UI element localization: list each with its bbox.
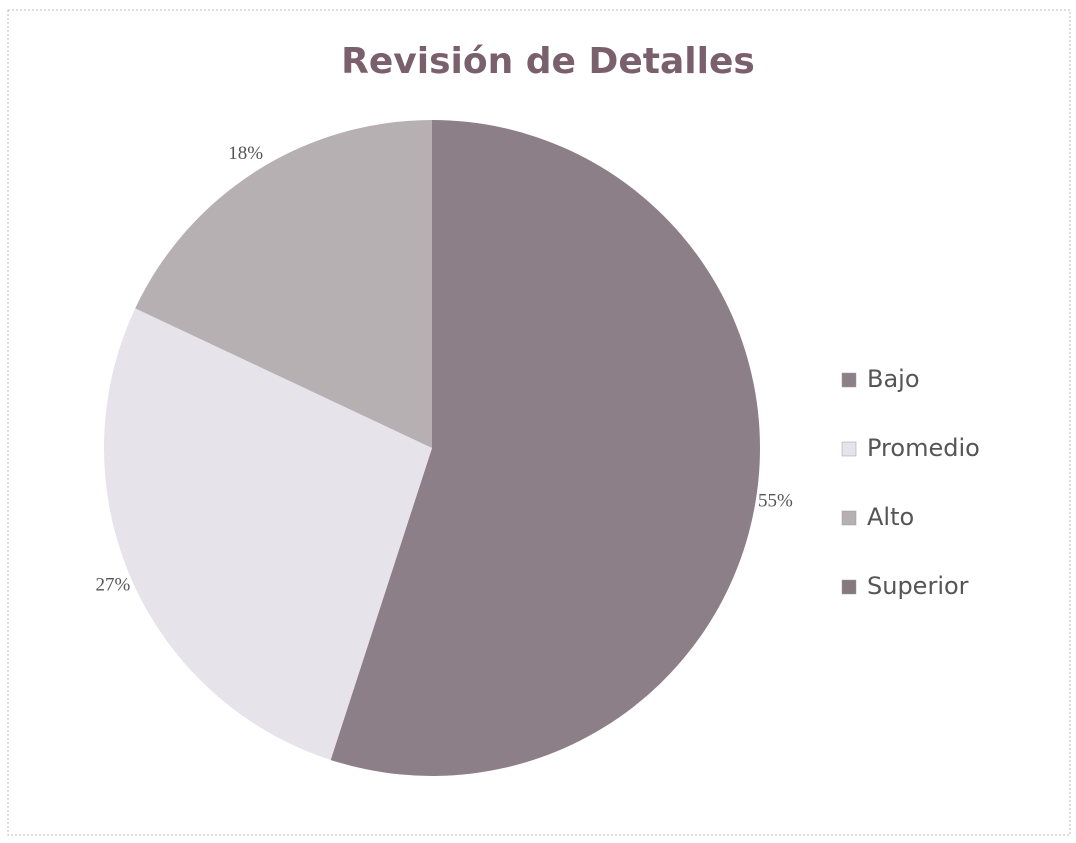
legend-swatch (841, 579, 857, 595)
pie-slice (330, 120, 761, 776)
data-label: 18% (228, 143, 263, 164)
legend-label: Alto (867, 503, 914, 531)
legend-label: Superior (867, 572, 969, 600)
pie-slice (135, 120, 432, 448)
data-label: 27% (96, 574, 131, 595)
data-label: 55% (758, 491, 793, 512)
legend-label: Promedio (867, 434, 980, 462)
chart-title: Revisión de Detalles (341, 41, 755, 82)
legend-label: Bajo (867, 365, 920, 393)
legend-swatch (841, 441, 857, 457)
legend-swatch (841, 510, 857, 526)
legend-swatch (841, 372, 857, 388)
pie-slice (103, 308, 433, 760)
